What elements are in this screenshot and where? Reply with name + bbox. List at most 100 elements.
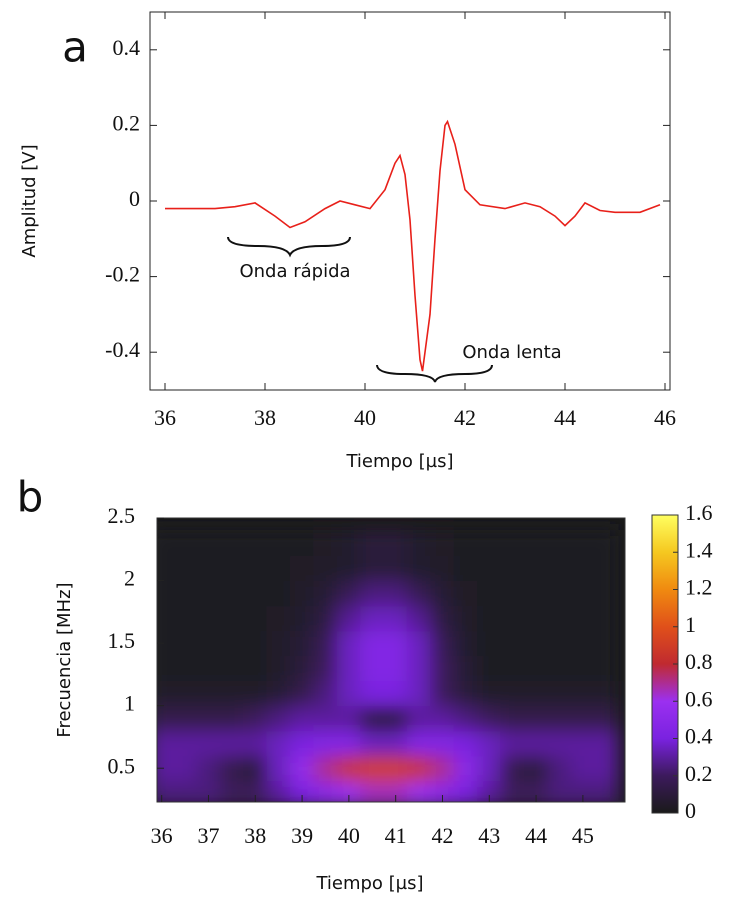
heat-cell <box>360 530 385 557</box>
heat-cell <box>172 780 198 802</box>
heat-cell <box>313 680 338 707</box>
heatmap-cells <box>157 530 619 802</box>
heat-cell <box>266 555 291 582</box>
heat-cell <box>219 530 245 557</box>
heat-cell <box>219 580 245 607</box>
colorbar-tick-label: 0.8 <box>685 649 713 674</box>
heat-cell <box>157 705 174 732</box>
x-axis-label: Tiempo [µs] <box>315 873 423 894</box>
heat-cell <box>383 780 408 802</box>
heat-cell <box>500 705 525 732</box>
heat-cell <box>523 755 549 782</box>
heat-cell <box>313 780 338 802</box>
heat-cell <box>157 555 174 582</box>
heat-cell <box>383 680 408 707</box>
heat-cell <box>157 680 174 707</box>
heat-cell <box>289 755 315 782</box>
heat-cell <box>196 555 221 582</box>
heat-cell <box>266 580 291 607</box>
heat-cell <box>570 655 596 682</box>
heat-cell <box>406 555 432 582</box>
colorbar-tick-label: 1 <box>685 612 696 637</box>
heat-cell <box>266 755 291 782</box>
heat-cell <box>157 530 174 557</box>
y-tick-label: 0.2 <box>113 110 141 135</box>
x-tick-label: 38 <box>254 405 276 430</box>
heat-cell <box>196 655 221 682</box>
y-tick-label: 0.5 <box>108 753 136 778</box>
heat-cell <box>360 705 385 732</box>
x-axis-label: Tiempo [µs] <box>345 451 453 472</box>
heat-cell <box>500 655 525 682</box>
annotation: Onda rápida <box>239 261 350 282</box>
heat-cell <box>547 755 572 782</box>
heat-cell <box>243 755 268 782</box>
heat-cell <box>289 730 315 757</box>
heat-cell <box>157 755 174 782</box>
heat-cell <box>172 680 198 707</box>
heat-cell <box>172 655 198 682</box>
heat-cell <box>196 780 221 802</box>
colorbar-tick-label: 1.6 <box>685 500 713 525</box>
heat-cell <box>360 555 385 582</box>
heat-cell <box>157 730 174 757</box>
y-tick-label: 0.4 <box>113 35 141 60</box>
y-axis-label: Frecuencia [MHz] <box>54 582 75 737</box>
plot-frame <box>156 517 626 803</box>
heat-cell <box>243 605 268 632</box>
heat-cell <box>523 780 549 802</box>
heat-cell <box>360 630 385 657</box>
heat-cell <box>477 730 502 757</box>
x-tick-label: 40 <box>338 823 360 848</box>
heat-cell <box>523 630 549 657</box>
heat-cell <box>336 630 362 657</box>
x-tick-label: 44 <box>554 405 576 430</box>
heat-cell <box>453 680 479 707</box>
heat-cell <box>477 630 502 657</box>
heat-cell <box>453 655 479 682</box>
heat-cell <box>453 605 479 632</box>
heat-cell <box>196 605 221 632</box>
heat-cell <box>406 655 432 682</box>
heat-cell <box>289 580 315 607</box>
heat-cell <box>336 580 362 607</box>
heat-cell <box>266 780 291 802</box>
heat-cell <box>289 555 315 582</box>
colorbar-tick-label: 0.4 <box>685 724 713 749</box>
heat-cell <box>594 630 619 657</box>
heat-cell <box>500 730 525 757</box>
heat-cell <box>157 655 174 682</box>
heat-cell <box>406 730 432 757</box>
heat-cell <box>196 705 221 732</box>
heat-cell <box>313 705 338 732</box>
heat-cell <box>477 680 502 707</box>
heat-cell <box>243 680 268 707</box>
heat-cell <box>336 705 362 732</box>
heat-cell <box>430 555 455 582</box>
heat-cell <box>172 705 198 732</box>
heat-cell <box>406 605 432 632</box>
heat-cell <box>313 555 338 582</box>
heat-cell <box>289 680 315 707</box>
heat-cell <box>430 755 455 782</box>
heat-cell <box>594 580 619 607</box>
heat-cell <box>570 755 596 782</box>
heat-cell <box>289 630 315 657</box>
heat-cell <box>523 530 549 557</box>
x-tick-label: 37 <box>197 823 219 848</box>
heat-cell <box>383 755 408 782</box>
heat-cell <box>383 630 408 657</box>
heat-cell <box>196 755 221 782</box>
heat-cell <box>243 555 268 582</box>
heat-cell <box>406 630 432 657</box>
heat-cell <box>570 680 596 707</box>
heat-cell <box>336 530 362 557</box>
heat-cell <box>360 755 385 782</box>
y-tick-label: 1.5 <box>108 628 136 653</box>
heat-cell <box>219 680 245 707</box>
heat-cell <box>570 730 596 757</box>
x-tick-label: 46 <box>654 405 676 430</box>
heat-cell <box>477 530 502 557</box>
y-tick-label: 0 <box>129 186 140 211</box>
